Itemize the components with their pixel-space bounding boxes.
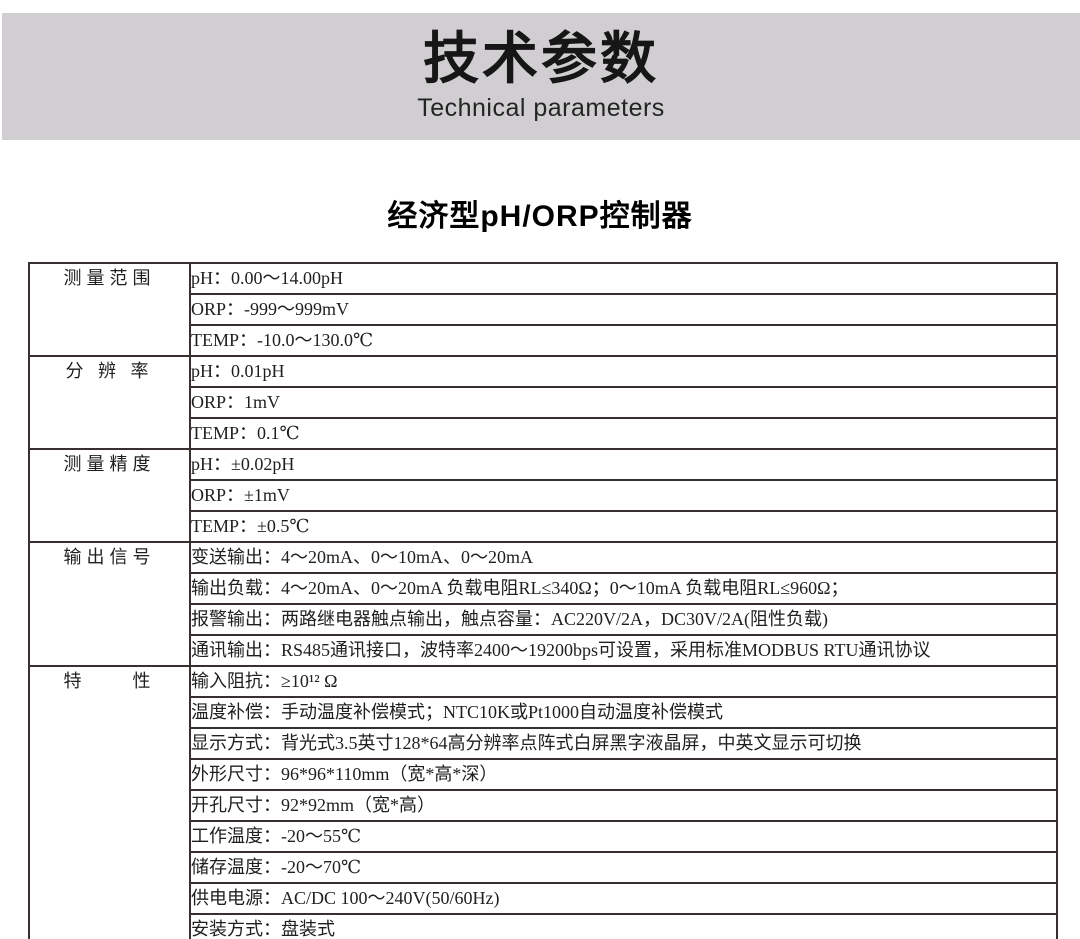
table-row: 特 性 输入阻抗：≥10¹² Ω: [28, 665, 1058, 939]
table-row: 分 辨 率 pH：0.01pH: [28, 355, 1058, 450]
table-row: 储存温度：-20～70℃: [29, 851, 1058, 884]
table-row: 报警输出：两路继电器触点输出，触点容量：AC220V/2A，DC30V/2A(阻…: [29, 603, 1058, 636]
spec-value-cell: 通讯输出：RS485通讯接口，波特率2400～19200bps可设置，采用标准M…: [189, 634, 1058, 667]
page-subtitle: Technical parameters: [417, 94, 665, 123]
table-row: 外形尺寸：96*96*110mm（宽*高*深）: [29, 758, 1058, 791]
table-row: 显示方式：背光式3.5英寸128*64高分辨率点阵式白屏黑字液晶屏，中英文显示可…: [29, 727, 1058, 760]
table-row: TEMP：0.1℃: [29, 417, 1058, 450]
table-row: ORP：-999～999mV: [29, 293, 1058, 326]
spec-value-cell: TEMP：0.1℃: [189, 417, 1058, 450]
table-row: ORP：±1mV: [29, 479, 1058, 512]
spec-category-cell: 特 性: [28, 665, 191, 939]
spec-value-cell: 供电电源：AC/DC 100～240V(50/60Hz): [189, 882, 1058, 915]
spec-value-cell: TEMP：-10.0～130.0℃: [189, 324, 1058, 357]
spec-value-cell: 安装方式：盘装式: [189, 913, 1058, 939]
table-row: 工作温度：-20～55℃: [29, 820, 1058, 853]
spec-value-cell: pH：0.00～14.00pH: [189, 262, 1058, 295]
spec-value-cell: 变送输出：4～20mA、0～10mA、0～20mA: [189, 541, 1058, 574]
spec-value-cell: ORP：±1mV: [189, 479, 1058, 512]
page-title: 技术参数: [423, 26, 659, 90]
spec-value-cell: 输入阻抗：≥10¹² Ω: [189, 665, 1058, 698]
spec-value-cell: pH：±0.02pH: [189, 448, 1058, 481]
table-row: TEMP：±0.5℃: [29, 510, 1058, 543]
spec-value-cell: 开孔尺寸：92*92mm（宽*高）: [189, 789, 1058, 822]
table-row: 安装方式：盘装式: [29, 913, 1058, 939]
spec-value-cell: 储存温度：-20～70℃: [189, 851, 1058, 884]
spec-category-cell: 分 辨 率: [28, 355, 191, 450]
table-row: 通讯输出：RS485通讯接口，波特率2400～19200bps可设置，采用标准M…: [29, 634, 1058, 667]
table-row: 输出负载：4～20mA、0～20mA 负载电阻RL≤340Ω；0～10mA 负载…: [29, 572, 1058, 605]
spec-value-cell: ORP：-999～999mV: [189, 293, 1058, 326]
table-row: 温度补偿：手动温度补偿模式；NTC10K或Pt1000自动温度补偿模式: [29, 696, 1058, 729]
product-title: 经济型pH/ORP控制器: [387, 200, 693, 233]
spec-value-cell: 显示方式：背光式3.5英寸128*64高分辨率点阵式白屏黑字液晶屏，中英文显示可…: [189, 727, 1058, 760]
spec-value-cell: 输出负载：4～20mA、0～20mA 负载电阻RL≤340Ω；0～10mA 负载…: [189, 572, 1058, 605]
spec-value-cell: TEMP：±0.5℃: [189, 510, 1058, 543]
spec-value-cell: pH：0.01pH: [189, 355, 1058, 388]
spec-value-cell: 外形尺寸：96*96*110mm（宽*高*深）: [189, 758, 1058, 791]
table-row: ORP：1mV: [29, 386, 1058, 419]
spec-value-cell: 工作温度：-20～55℃: [189, 820, 1058, 853]
table-row: TEMP：-10.0～130.0℃: [29, 324, 1058, 357]
table-row: 供电电源：AC/DC 100～240V(50/60Hz): [29, 882, 1058, 915]
spec-value-cell: ORP：1mV: [189, 386, 1058, 419]
spec-table-container: 测量范围 pH：0.00～14.00pH ORP：-999～999mV TEMP…: [28, 262, 1058, 939]
table-row: 测量精度 pH：±0.02pH: [28, 448, 1058, 543]
spec-value-cell: 温度补偿：手动温度补偿模式；NTC10K或Pt1000自动温度补偿模式: [189, 696, 1058, 729]
table-row: 输出信号 变送输出：4～20mA、0～10mA、0～20mA: [28, 541, 1058, 667]
spec-value-cell: 报警输出：两路继电器触点输出，触点容量：AC220V/2A，DC30V/2A(阻…: [189, 603, 1058, 636]
spec-category-cell: 输出信号: [28, 541, 191, 667]
header-banner: 技术参数 Technical parameters: [2, 13, 1080, 140]
table-row: 测量范围 pH：0.00～14.00pH: [28, 262, 1058, 357]
table-row: 开孔尺寸：92*92mm（宽*高）: [29, 789, 1058, 822]
spec-table: 测量范围 pH：0.00～14.00pH ORP：-999～999mV TEMP…: [28, 262, 1058, 939]
spec-category-cell: 测量精度: [28, 448, 191, 543]
spec-category-cell: 测量范围: [28, 262, 191, 357]
